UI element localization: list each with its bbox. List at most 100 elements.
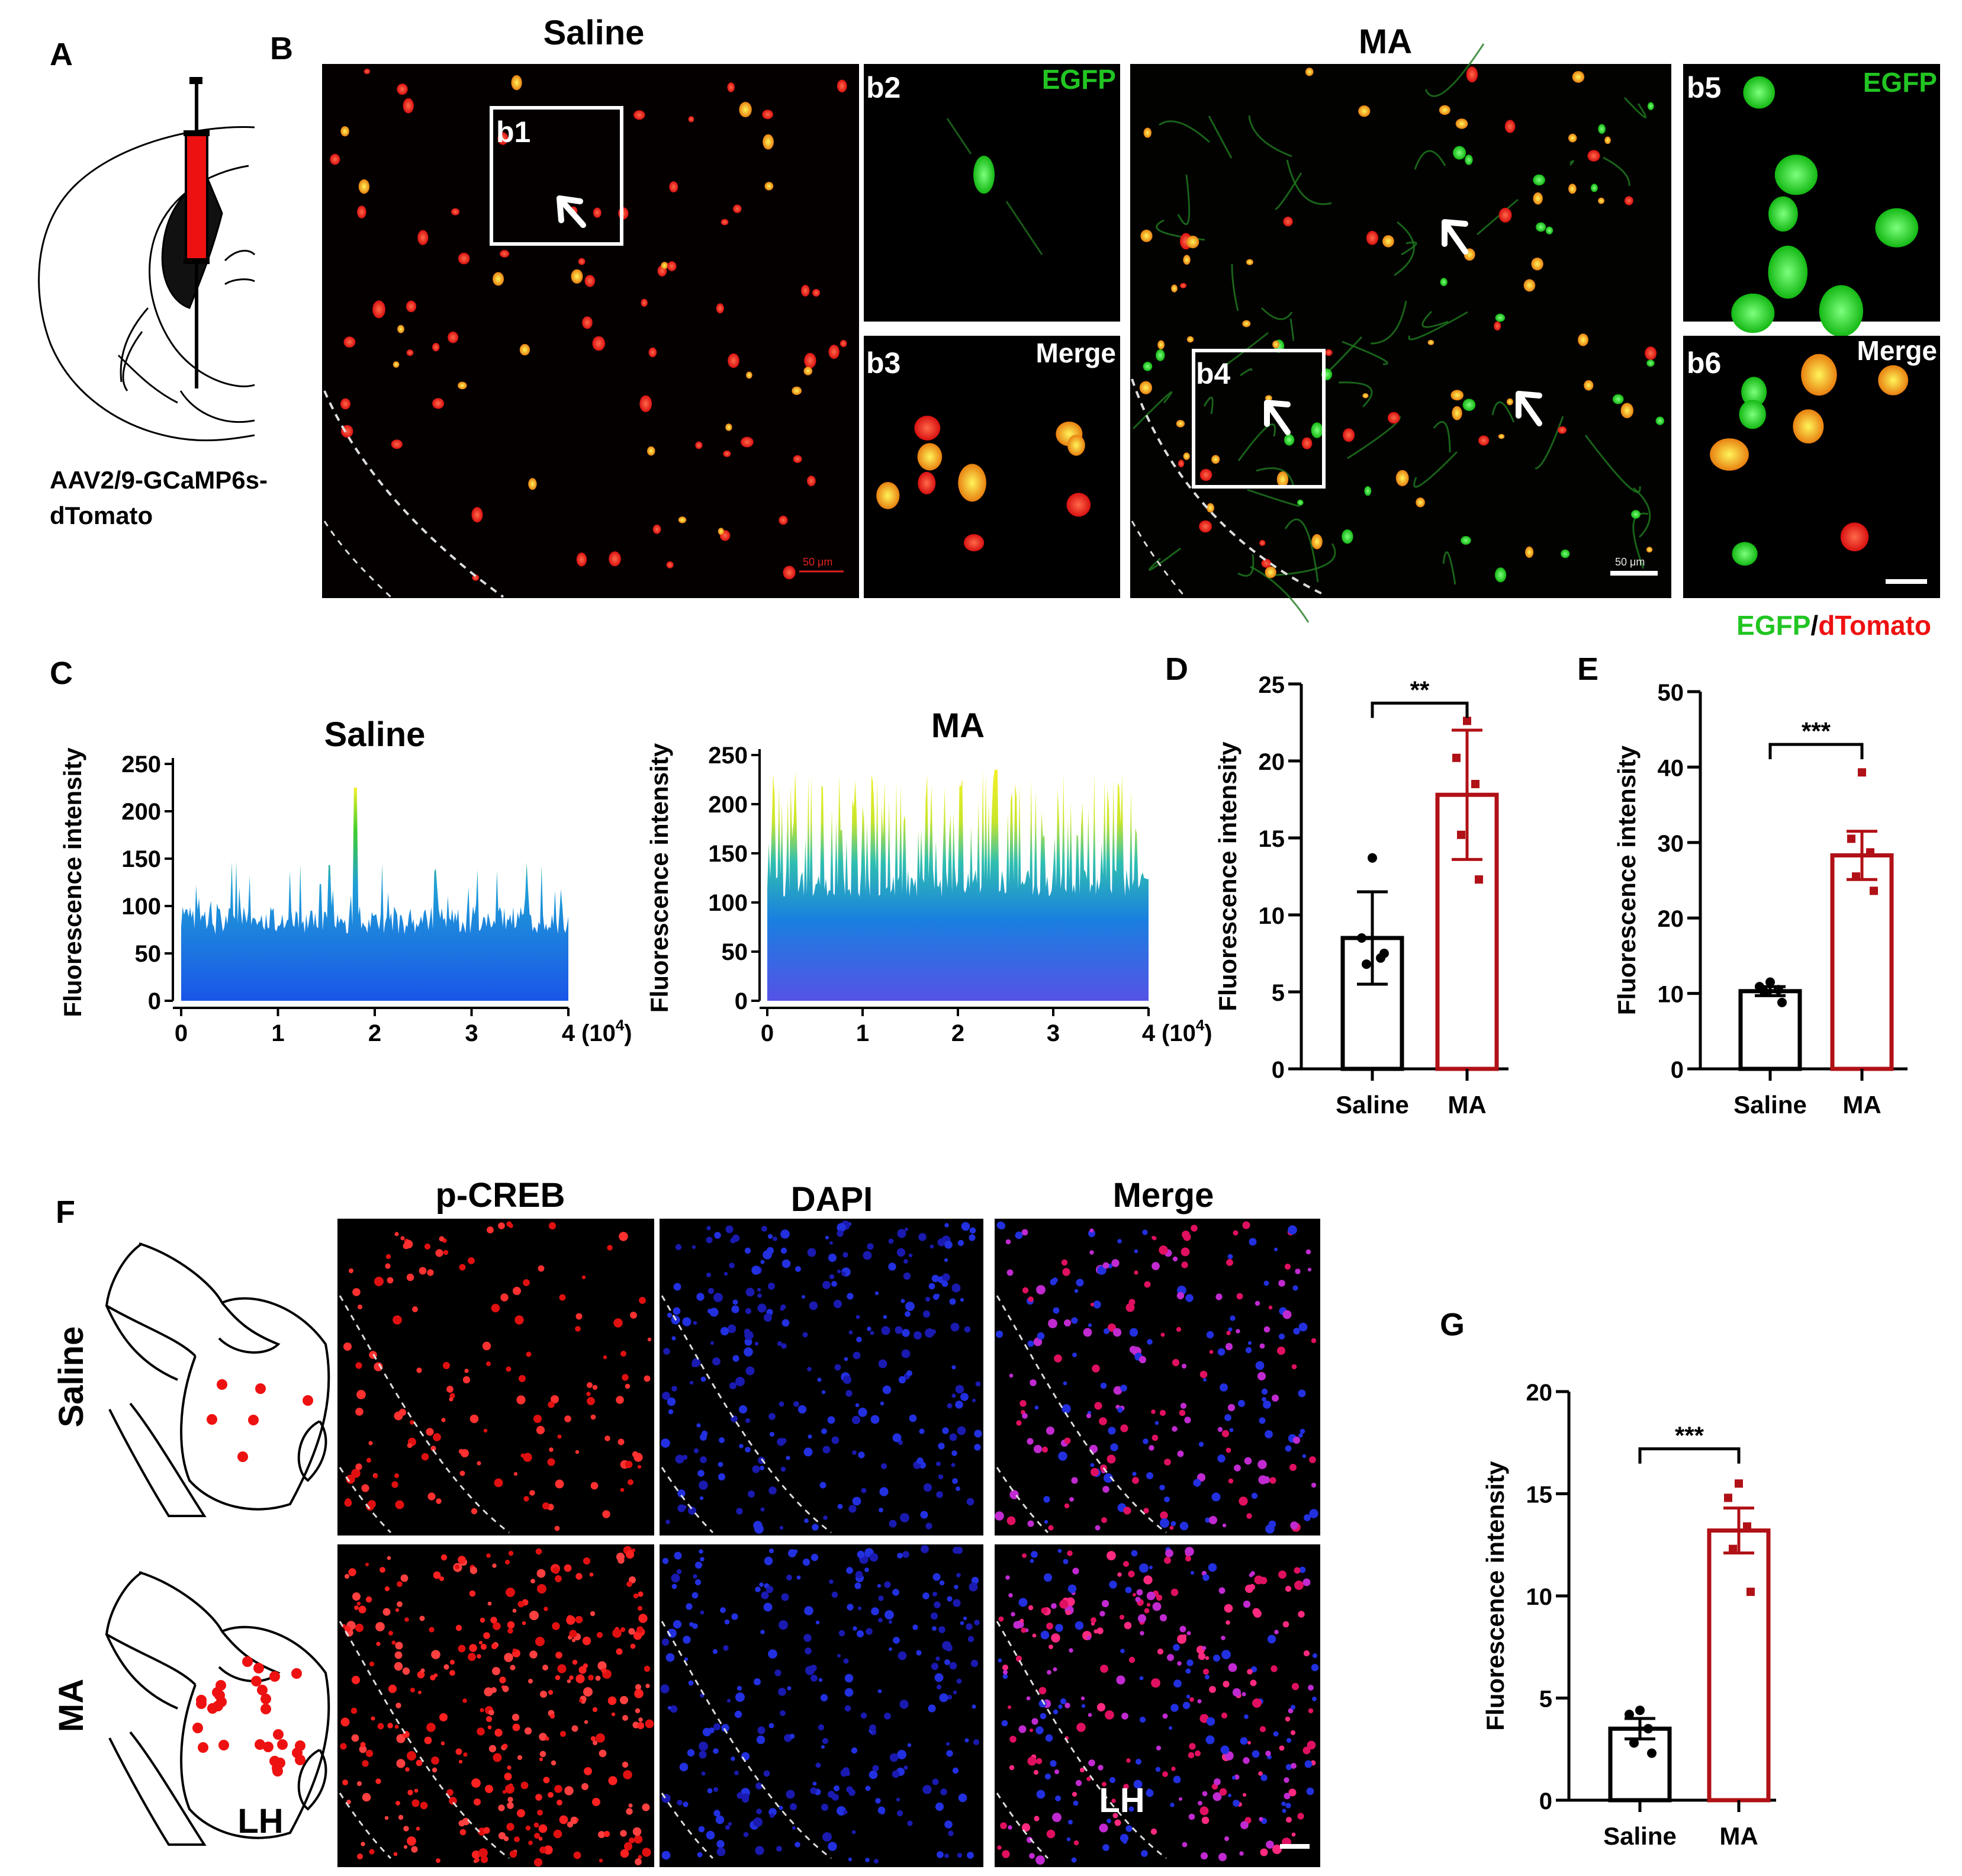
nucleus-dot <box>555 1575 562 1582</box>
nucleus-dot <box>1292 1436 1301 1444</box>
data-point <box>1760 987 1769 997</box>
nucleus-dot <box>677 1504 686 1512</box>
nucleus-dot <box>512 1648 517 1653</box>
nucleus-dot <box>355 1362 362 1369</box>
cell <box>1143 362 1153 371</box>
nucleus-dot <box>760 1507 765 1512</box>
nucleus-dot <box>1226 1447 1231 1453</box>
nucleus-dot <box>945 1742 950 1746</box>
nucleus-dot <box>435 1249 443 1257</box>
x-unit-base: (10 <box>581 1020 616 1046</box>
nucleus-dot <box>394 1724 399 1729</box>
nucleus-dot <box>543 1607 548 1611</box>
nucleus-dot <box>698 1826 705 1833</box>
nucleus-dot <box>590 1736 596 1742</box>
nucleus-dot <box>1041 1446 1048 1453</box>
nucleus-dot <box>820 1694 828 1702</box>
nucleus-dot <box>906 1370 912 1376</box>
nucleus-dot <box>548 1689 554 1695</box>
nucleus-dot <box>1263 1400 1271 1409</box>
nucleus-dot <box>702 1727 712 1737</box>
nucleus-dot <box>469 1414 479 1424</box>
cell <box>1416 497 1425 507</box>
nucleus-dot <box>1139 1563 1149 1573</box>
nucleus-dot <box>969 1582 978 1592</box>
nucleus-dot <box>1047 1670 1051 1675</box>
nucleus-dot <box>1206 1717 1215 1726</box>
nucleus-dot <box>1218 1587 1226 1594</box>
nucleus-dot <box>745 1418 751 1424</box>
nucleus-dot <box>1278 1280 1285 1287</box>
nucleus-dot <box>716 1840 725 1848</box>
nucleus-dot <box>1295 1268 1301 1274</box>
nucleus-dot <box>443 1664 449 1670</box>
nucleus-dot <box>513 1287 521 1295</box>
nucleus-dot <box>404 1617 409 1622</box>
nucleus-dot <box>427 1492 436 1501</box>
nucleus-dot <box>440 1741 445 1746</box>
nucleus-dot <box>551 1395 559 1403</box>
data-point <box>1852 872 1860 881</box>
nucleus-dot <box>1029 1853 1035 1859</box>
nucleus-dot <box>1002 1673 1008 1679</box>
nucleus-dot <box>846 1567 853 1574</box>
nucleus-dot <box>936 1684 942 1690</box>
cell <box>1741 377 1767 407</box>
nucleus-dot <box>1137 1614 1147 1623</box>
x-tick-label: MA <box>1842 1091 1881 1119</box>
data-point <box>1629 1738 1639 1748</box>
cell <box>1387 412 1400 424</box>
nucleus-dot <box>529 1490 535 1496</box>
nucleus-dot <box>617 1438 625 1445</box>
nucleus-dot <box>575 1674 585 1684</box>
nucleus-dot <box>1121 1713 1128 1720</box>
cell <box>1301 437 1313 449</box>
nucleus-dot <box>1284 1793 1291 1800</box>
nucleus-dot <box>1172 1256 1178 1262</box>
nucleus-dot <box>1291 1364 1297 1370</box>
nucleus-dot <box>559 1815 568 1824</box>
nucleus-dot <box>1260 1774 1268 1781</box>
nucleus-dot <box>539 1733 547 1741</box>
nucleus-dot <box>449 1797 457 1805</box>
nucleus-dot <box>375 1778 381 1784</box>
nucleus-dot <box>786 1575 792 1581</box>
cell <box>792 386 802 396</box>
data-point <box>1847 834 1855 843</box>
y-tick-label: 100 <box>708 890 748 916</box>
f-merge-region-label: LH <box>1099 1781 1144 1820</box>
nucleus-dot <box>780 1710 786 1716</box>
nucleus-dot <box>557 1434 562 1439</box>
nucleus-dot <box>493 1622 501 1630</box>
egfp-cell <box>973 156 995 194</box>
neurite <box>1149 547 1181 571</box>
nucleus-dot <box>1185 1547 1194 1556</box>
nucleus-dot <box>1185 1294 1194 1302</box>
significance-bracket <box>1638 1447 1741 1464</box>
nucleus-dot <box>603 1830 610 1838</box>
nucleus-dot <box>1217 1427 1223 1432</box>
nucleus-dot <box>1089 1228 1094 1233</box>
neurite <box>1286 159 1332 205</box>
y-axis-label: Fluorescence intensity <box>645 743 673 1013</box>
nucleus-dot <box>1150 1828 1157 1835</box>
nucleus-dot <box>477 1727 485 1736</box>
nucleus-dot <box>905 1228 908 1231</box>
nucleus-dot <box>1239 1851 1244 1856</box>
nucleus-dot <box>778 1688 786 1696</box>
nucleus-dot <box>420 1801 428 1810</box>
nucleus-dot <box>475 1858 480 1862</box>
cell <box>403 98 414 114</box>
cell <box>1178 460 1185 468</box>
neurite <box>1208 115 1232 159</box>
nucleus-dot <box>514 1315 524 1325</box>
nucleus-dot <box>761 1591 769 1599</box>
nucleus-dot <box>853 1626 857 1631</box>
nucleus-dot <box>867 1326 871 1331</box>
nucleus-dot <box>823 1515 828 1520</box>
nucleus-dot <box>1221 1712 1228 1719</box>
nucleus-dot <box>1005 1239 1011 1245</box>
nucleus-dot <box>1143 1438 1149 1444</box>
nucleus-dot <box>851 1747 858 1754</box>
nucleus-dot <box>395 1641 403 1650</box>
